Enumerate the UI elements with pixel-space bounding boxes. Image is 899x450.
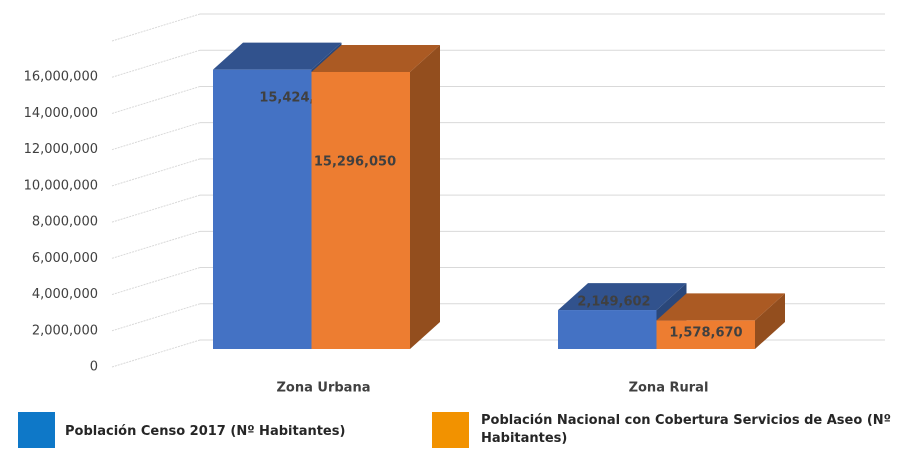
y-tick-label: 10,000,000	[24, 178, 98, 193]
y-tick-label: 16,000,000	[24, 70, 98, 85]
value-label: 1,578,670	[669, 326, 742, 341]
grid-line	[111, 303, 201, 332]
grid-line	[111, 158, 201, 187]
bar	[213, 69, 312, 350]
bar	[656, 320, 755, 349]
legend-label: Población Nacional con Cobertura Servici…	[481, 413, 891, 446]
bar	[558, 310, 657, 349]
chart: 0 2,000,000 4,000,000 6,000,000 8,000,000 10,…	[24, 13, 885, 396]
value-label: 15,296,050	[314, 155, 396, 170]
value-label: 2,149,602	[577, 295, 650, 310]
grid-line	[111, 49, 201, 78]
x-tick-label: Zona Urbana	[277, 381, 371, 396]
y-tick-label: 2,000,000	[32, 323, 98, 338]
grid-line	[111, 194, 201, 223]
grid-line	[111, 85, 201, 114]
legend-label: Población Censo 2017 (Nº Habitantes)	[65, 424, 346, 439]
y-tick-label: 14,000,000	[24, 106, 98, 121]
y-tick-label: 6,000,000	[32, 251, 98, 266]
legend-swatch	[18, 412, 55, 448]
bar-top	[656, 293, 785, 321]
y-tick-label: 12,000,000	[24, 142, 98, 157]
grid-line	[111, 230, 201, 259]
bar	[311, 71, 410, 349]
grid-line	[111, 267, 201, 296]
x-tick-label: Zona Rural	[629, 381, 709, 396]
y-tick-label: 8,000,000	[32, 215, 98, 230]
bar-side	[755, 293, 785, 349]
legend-swatch	[432, 412, 469, 448]
bar-top	[558, 283, 687, 311]
grid-line	[111, 339, 201, 368]
y-tick-label: 0	[90, 360, 98, 375]
bar-top	[311, 44, 440, 72]
bar-top	[213, 42, 342, 70]
y-tick-label: 4,000,000	[32, 287, 98, 302]
bar-side	[410, 44, 440, 350]
grid-line	[111, 122, 201, 151]
frame-line	[111, 13, 201, 42]
